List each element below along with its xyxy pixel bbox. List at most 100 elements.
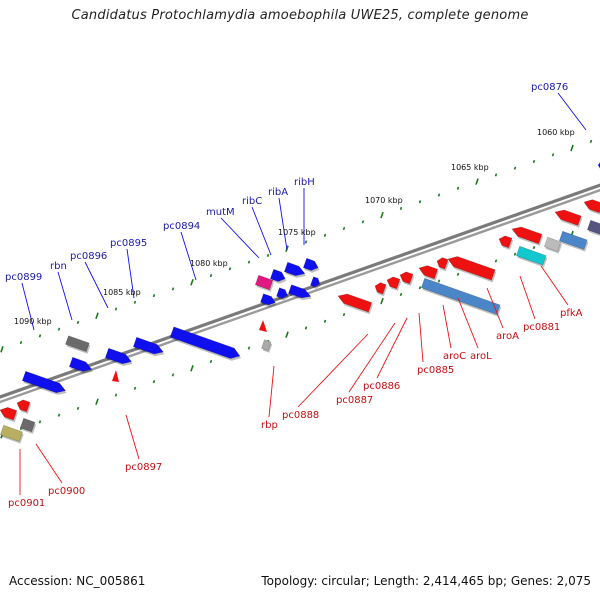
- scale-tick: [380, 297, 384, 305]
- callout-pfkA: [540, 265, 569, 306]
- scale-tick: [190, 278, 194, 286]
- gene-body: [420, 277, 501, 315]
- forward-gene-7: [276, 287, 289, 301]
- gene-label-pc0900: pc0900: [48, 486, 85, 497]
- scale-tick: [209, 273, 213, 278]
- gene-label-pc0896: pc0896: [70, 251, 107, 262]
- gene-body: [418, 265, 439, 280]
- scale-tick: [247, 260, 251, 264]
- forward-gene-3: [104, 347, 133, 366]
- reverse-gene-dark: [586, 219, 600, 236]
- callout-mutM: [220, 217, 260, 259]
- reverse-scale-ticks: [0, 225, 593, 439]
- gene-label-aroC: aroC: [443, 351, 466, 362]
- reverse-gene-light: [543, 236, 563, 254]
- gene-body: [498, 235, 513, 249]
- callout-rbn: [57, 271, 73, 321]
- reverse-gene-marker: [112, 370, 119, 382]
- callout-pc0887: [348, 322, 396, 393]
- accession-text: Accession: NC_005861: [9, 574, 146, 588]
- scale-tick: [456, 186, 460, 190]
- callout-aroL: [457, 297, 479, 349]
- scale-tick: [380, 211, 384, 219]
- reverse-gene-9: [511, 226, 544, 246]
- callout-aroC: [442, 304, 452, 349]
- callout-pc0895: [126, 248, 135, 299]
- scale-tick: [114, 307, 118, 311]
- topology-text: Topology: circular; Length: 2,414,465 bp…: [261, 574, 591, 588]
- gene-label-pc0894: pc0894: [163, 221, 200, 232]
- gene-body: [554, 209, 582, 226]
- scale-tick: [38, 420, 42, 424]
- scale-tick: [532, 245, 536, 250]
- forward-gene-11: [283, 261, 307, 278]
- scale-tick: [152, 380, 156, 384]
- reverse-gene-5: [418, 265, 439, 281]
- scale-tick: [494, 173, 498, 177]
- gene-label-aroL: aroL: [470, 351, 492, 362]
- scale-tick: [95, 398, 99, 406]
- reverse-gene-8: [498, 235, 514, 250]
- gene-body: [261, 339, 272, 351]
- gene-body: [65, 335, 90, 352]
- gene-body: [583, 199, 600, 214]
- forward-gene-12: [302, 257, 320, 273]
- scale-tick: [551, 153, 555, 157]
- scale-tick: [190, 364, 194, 372]
- scale-tick: [57, 327, 61, 331]
- scale-tick: [494, 259, 498, 263]
- reverse-gene-small-grey: [261, 339, 273, 353]
- scale-tick: [57, 413, 61, 417]
- gene-label-aroA: aroA: [496, 331, 519, 342]
- scale-tick: [513, 166, 517, 170]
- kbp-label: 1085 kbp: [103, 288, 141, 297]
- scale-tick: [342, 312, 346, 317]
- scale-tick: [171, 373, 175, 377]
- gene-body: [511, 226, 543, 245]
- callout-pc0900: [35, 443, 63, 484]
- scale-tick: [209, 359, 213, 364]
- gene-label-pc0899: pc0899: [5, 272, 42, 283]
- callout-pc0899: [21, 282, 35, 331]
- reverse-gene-3: [386, 276, 402, 291]
- gene-label-pc0887: pc0887: [336, 395, 373, 406]
- forward-gene-4: [132, 336, 165, 357]
- scale-tick: [437, 193, 441, 197]
- gene-body: [586, 219, 600, 235]
- callout-pc0876: [557, 92, 587, 131]
- gene-label-pfkA: pfkA: [560, 308, 583, 319]
- reverse-gene-steel-2: [558, 230, 589, 252]
- scale-tick: [456, 272, 460, 276]
- gene-body: [269, 268, 286, 282]
- gene-body: [68, 356, 93, 372]
- callout-pc0896: [84, 261, 109, 309]
- scale-tick: [228, 267, 232, 271]
- forward-gene-magenta: [254, 274, 275, 292]
- scale-tick: [589, 139, 593, 143]
- scale-tick: [19, 341, 23, 345]
- gene-body: [254, 274, 274, 291]
- reverse-gene-steel: [420, 277, 502, 317]
- gene-body: [0, 407, 18, 421]
- reverse-gene-10: [554, 209, 583, 228]
- forward-gene-grey: [65, 335, 91, 354]
- callout-pc0894: [180, 231, 197, 281]
- gene-labels: pc0876 ribH ribA ribC mutM pc0894 pc0895pc0896…: [5, 82, 583, 509]
- reverse-gene-12: [0, 407, 18, 423]
- map-title: Candidatus Protochlamydia amoebophila UW…: [71, 8, 529, 23]
- gene-label-ribA: ribA: [268, 187, 288, 198]
- reverse-gene-6: [436, 257, 450, 272]
- scale-tick: [76, 320, 80, 325]
- gene-body: [337, 293, 373, 313]
- gene-label-pc0901: pc0901: [8, 498, 45, 509]
- gene-body: [19, 417, 36, 433]
- gene-body: [515, 245, 547, 266]
- gene-body: [399, 271, 414, 285]
- scale-tick: [475, 178, 479, 185]
- callout-ribC: [251, 206, 272, 256]
- scale-tick: [399, 206, 403, 211]
- gene-body: [283, 261, 306, 277]
- scale-tick: [361, 220, 365, 224]
- forward-gene-5: [169, 326, 242, 361]
- gene-label-rbn: rbn: [50, 261, 67, 272]
